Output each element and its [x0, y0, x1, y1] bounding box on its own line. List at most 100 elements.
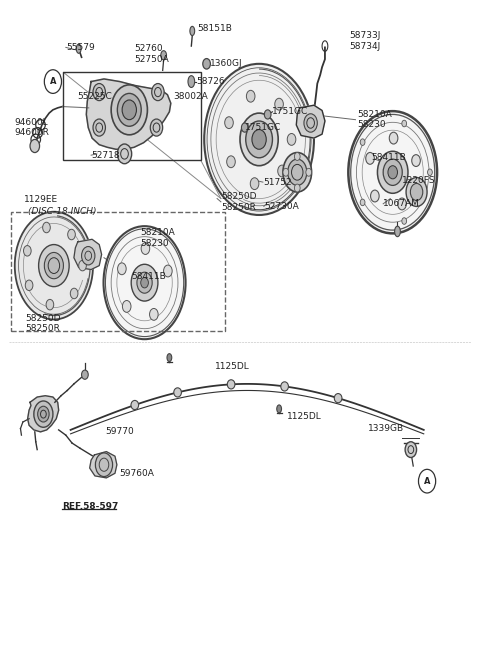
Ellipse shape: [227, 156, 235, 168]
Ellipse shape: [412, 154, 420, 166]
Ellipse shape: [76, 44, 81, 53]
Ellipse shape: [161, 51, 167, 60]
Ellipse shape: [277, 405, 281, 412]
Text: 52730A: 52730A: [264, 202, 299, 211]
Ellipse shape: [122, 100, 136, 119]
Ellipse shape: [228, 379, 235, 389]
Text: 55579: 55579: [66, 43, 95, 52]
Text: 1067AM: 1067AM: [383, 199, 420, 209]
Ellipse shape: [388, 166, 397, 179]
Text: 1125DL: 1125DL: [287, 412, 322, 421]
Ellipse shape: [24, 246, 31, 256]
Text: 1751GC: 1751GC: [273, 108, 309, 116]
Ellipse shape: [294, 184, 300, 192]
Ellipse shape: [44, 252, 63, 279]
Ellipse shape: [37, 407, 49, 422]
Ellipse shape: [137, 272, 152, 293]
Ellipse shape: [150, 119, 163, 136]
Ellipse shape: [38, 245, 69, 286]
Ellipse shape: [141, 277, 148, 288]
Ellipse shape: [410, 183, 423, 201]
Ellipse shape: [246, 121, 273, 158]
Ellipse shape: [190, 26, 195, 36]
Ellipse shape: [174, 388, 181, 397]
Ellipse shape: [360, 139, 365, 145]
Ellipse shape: [405, 442, 417, 457]
Ellipse shape: [348, 111, 437, 234]
Ellipse shape: [122, 300, 131, 312]
Ellipse shape: [203, 59, 210, 69]
Text: 58210A
58230: 58210A 58230: [357, 110, 392, 129]
Ellipse shape: [395, 226, 400, 237]
Text: 58250D
58250R: 58250D 58250R: [25, 314, 61, 333]
Ellipse shape: [389, 132, 398, 144]
Ellipse shape: [275, 98, 283, 110]
Text: 1360GJ: 1360GJ: [210, 59, 243, 69]
Text: 58250D
58250R: 58250D 58250R: [221, 192, 256, 212]
Text: 58411B: 58411B: [131, 272, 166, 280]
Text: 1751GC: 1751GC: [245, 123, 281, 132]
Text: 1125DL: 1125DL: [215, 362, 250, 371]
Bar: [63, 73, 201, 160]
Text: REF.58-597: REF.58-597: [62, 502, 119, 511]
Ellipse shape: [93, 119, 106, 136]
Ellipse shape: [111, 85, 147, 135]
Bar: [11, 212, 225, 331]
Polygon shape: [74, 240, 102, 269]
Ellipse shape: [250, 178, 259, 189]
Ellipse shape: [240, 113, 278, 166]
Ellipse shape: [82, 247, 95, 265]
Polygon shape: [296, 105, 325, 138]
Ellipse shape: [398, 198, 406, 210]
Ellipse shape: [131, 264, 158, 301]
Text: 38002A: 38002A: [173, 92, 208, 101]
Ellipse shape: [152, 84, 164, 100]
Ellipse shape: [264, 110, 271, 119]
Text: 1220FS: 1220FS: [402, 176, 436, 185]
Ellipse shape: [93, 84, 106, 100]
Ellipse shape: [294, 152, 300, 160]
Ellipse shape: [377, 151, 408, 193]
Text: A: A: [49, 77, 56, 86]
Text: 58411B: 58411B: [371, 153, 406, 162]
Ellipse shape: [15, 212, 93, 319]
Ellipse shape: [167, 354, 172, 362]
Text: 58726: 58726: [196, 77, 225, 86]
Text: 59770: 59770: [106, 428, 134, 436]
Text: 55225C: 55225C: [78, 92, 112, 101]
Text: 1129EE: 1129EE: [24, 195, 59, 205]
Text: 52718: 52718: [91, 150, 120, 160]
Polygon shape: [90, 451, 117, 478]
Text: 58733J
58734J: 58733J 58734J: [350, 31, 381, 51]
Polygon shape: [86, 79, 171, 149]
Text: 59760A: 59760A: [120, 469, 155, 478]
Ellipse shape: [79, 260, 86, 271]
Ellipse shape: [304, 114, 317, 132]
Ellipse shape: [281, 382, 288, 391]
Ellipse shape: [288, 159, 307, 185]
Ellipse shape: [204, 64, 314, 215]
Ellipse shape: [246, 90, 255, 102]
Ellipse shape: [360, 199, 365, 206]
Ellipse shape: [283, 168, 288, 176]
Ellipse shape: [117, 144, 132, 164]
Ellipse shape: [25, 280, 33, 290]
Text: 58210A
58230: 58210A 58230: [140, 228, 175, 248]
Ellipse shape: [104, 226, 186, 339]
Ellipse shape: [278, 165, 287, 177]
Ellipse shape: [334, 393, 342, 403]
Ellipse shape: [428, 169, 432, 176]
Ellipse shape: [402, 120, 407, 127]
Ellipse shape: [30, 139, 39, 152]
Ellipse shape: [225, 117, 233, 129]
Text: A: A: [424, 477, 431, 486]
Text: (DISC-18 INCH): (DISC-18 INCH): [28, 207, 96, 216]
Ellipse shape: [82, 370, 88, 380]
Text: 94600L
94600R: 94600L 94600R: [15, 118, 49, 137]
Ellipse shape: [188, 76, 195, 88]
Ellipse shape: [306, 168, 312, 176]
Ellipse shape: [241, 123, 248, 132]
Ellipse shape: [164, 265, 172, 277]
Text: 52760
52750A: 52760 52750A: [134, 44, 169, 63]
Ellipse shape: [34, 401, 53, 427]
